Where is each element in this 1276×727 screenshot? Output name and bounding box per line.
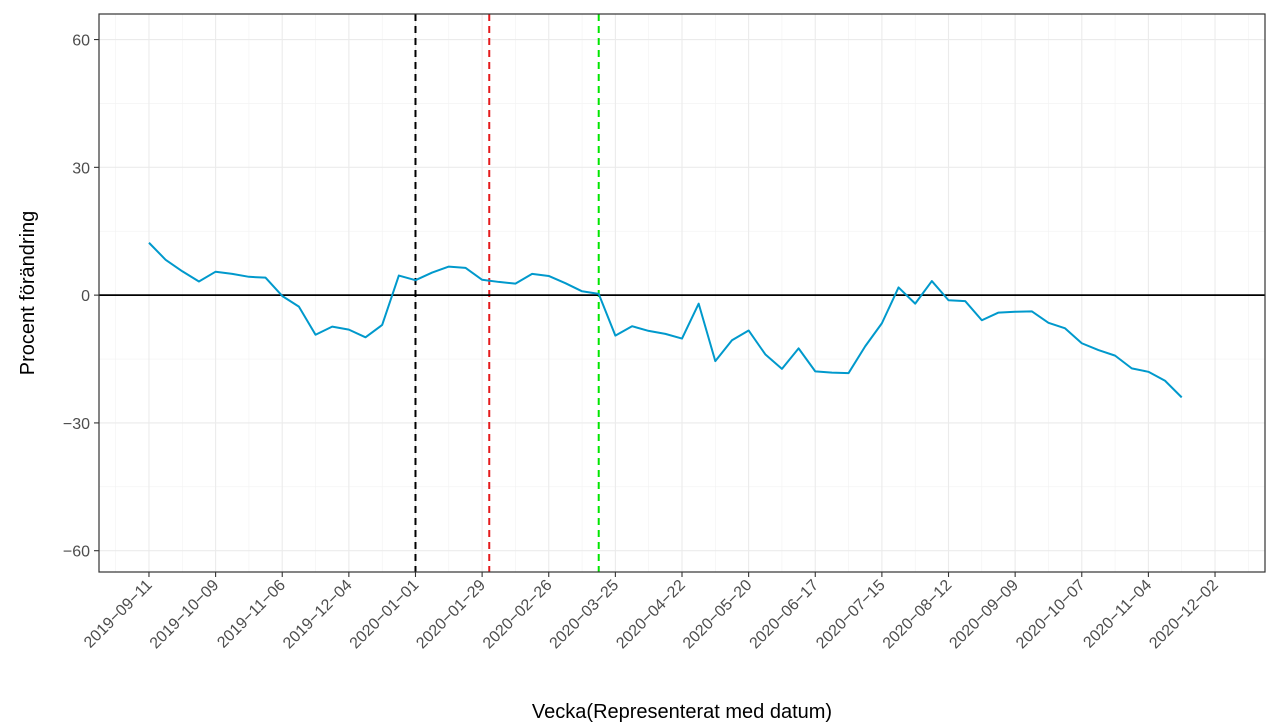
y-tick-label: −30 [63, 416, 90, 433]
y-tick-label: 60 [72, 33, 90, 50]
grid [99, 14, 1265, 572]
y-axis: −60 −30 0 30 60 [63, 33, 99, 561]
y-tick-label: 0 [81, 288, 90, 305]
y-tick-label: 30 [72, 160, 90, 177]
y-tick-label: −60 [63, 544, 90, 561]
series-group [148, 242, 1183, 399]
series-line-1 [148, 242, 1183, 399]
x-axis-title: Vecka(Representerat med datum) [532, 701, 832, 723]
y-axis-title: Procent förändring [17, 211, 39, 376]
